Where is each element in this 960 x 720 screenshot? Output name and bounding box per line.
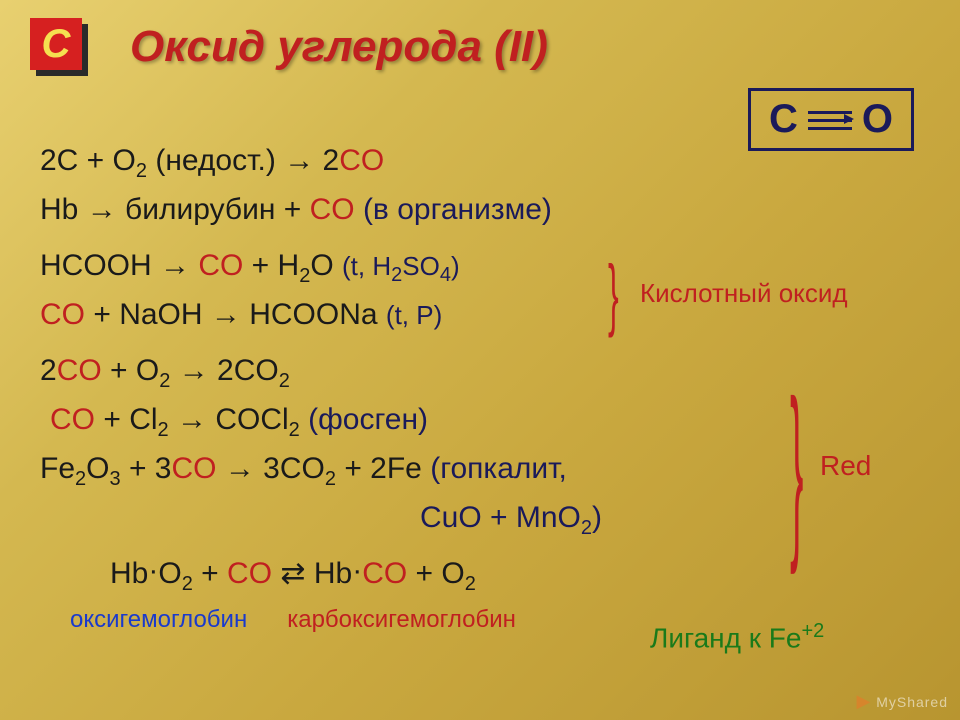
eq4-prod: HCOONa — [241, 298, 386, 331]
oxyhemoglobin-label: оксигемоглобин — [70, 606, 247, 633]
equation-7: Fe2O3 + 3CO → 3CO2 + 2Fe (гопкалит, — [40, 452, 920, 491]
eq1-cond: (недост.) — [147, 144, 284, 177]
eq5-sp — [170, 354, 178, 387]
eq2-bili: билирубин + — [117, 193, 310, 226]
watermark-text: MyShared — [876, 694, 948, 710]
watermark: ▶ MyShared — [856, 691, 948, 712]
eq8-o: O — [158, 557, 181, 590]
eq6-note: (фосген) — [300, 403, 428, 436]
ligand-text: Лиганд к Fe — [650, 622, 801, 653]
eq2-hb: Hb — [40, 193, 87, 226]
eq6-sp — [169, 403, 177, 436]
eq7-co2: 3CO — [255, 452, 325, 485]
eq3-cond1: (t, H — [342, 251, 391, 281]
carboxyhemoglobin-label: карбоксигемоглобин — [287, 606, 516, 633]
equation-7b: CuO + MnO2) — [420, 501, 920, 540]
eq7-o: O — [86, 452, 109, 485]
eq3-cond2: SO — [402, 251, 440, 281]
eq5-prod: 2CO — [209, 354, 279, 387]
ligand-label: Лиганд к Fe+2 — [650, 620, 824, 654]
eq3-lhs: HCOOH — [40, 249, 160, 282]
eq7-p3: + 3 — [121, 452, 172, 485]
eq1-lhs: 2C + O — [40, 144, 136, 177]
eq7-note1: (гопкалит, — [430, 452, 567, 485]
eq8-hb: Hb — [110, 557, 148, 590]
arrow-icon: → — [179, 354, 209, 387]
eq7-fe: Fe — [40, 452, 75, 485]
eq8-plus: + — [193, 557, 227, 590]
equation-2: Hb → билирубин + CO (в организме) — [40, 193, 920, 227]
ligand-charge: +2 — [801, 620, 824, 642]
eq7-cuo: CuO + MnO — [420, 501, 581, 534]
element-badge: С — [30, 18, 88, 76]
brace-icon: } — [608, 254, 619, 334]
eq1-product: CO — [339, 144, 384, 177]
acid-oxide-label: Кислотный оксид — [640, 278, 848, 309]
arrow-icon: → — [177, 403, 207, 436]
badge-front: С — [30, 18, 82, 70]
arrow-icon: → — [284, 144, 314, 177]
equilibrium-icon: ⇄ — [280, 557, 305, 590]
equations-block: 2C + O2 (недост.) → 2CO Hb → билирубин +… — [40, 144, 920, 634]
eq3-co: CO — [198, 249, 243, 282]
equation-1: 2C + O2 (недост.) → 2CO — [40, 144, 920, 183]
arrow-icon: → — [160, 249, 190, 282]
arrow-icon: → — [211, 298, 241, 331]
brace-icon: } — [790, 372, 803, 564]
eq7-co: CO — [171, 452, 216, 485]
eq6-co: CO — [50, 403, 95, 436]
formula-c: C — [769, 97, 798, 142]
eq4-cond: (t, P) — [386, 300, 442, 330]
eq4-naoh: + NaOH — [85, 298, 211, 331]
eq8-co2: CO — [362, 557, 407, 590]
eq4-co: CO — [40, 298, 85, 331]
eq5-co: CO — [57, 354, 102, 387]
eq8-o2: + O — [407, 557, 465, 590]
red-label: Red — [820, 450, 871, 482]
badge-letter: С — [42, 22, 71, 67]
eq7-close: ) — [592, 501, 602, 534]
slide-title: Оксид углерода (II) — [130, 22, 548, 72]
lewis-formula-box: C O — [748, 88, 914, 151]
eq7-sp — [216, 452, 224, 485]
eq2-co: CO — [310, 193, 355, 226]
formula-o: O — [862, 97, 893, 142]
eq5-o: + O — [102, 354, 160, 387]
eq8-co: CO — [227, 557, 272, 590]
triple-bond-icon — [808, 109, 852, 131]
eq6-prod: COCl — [207, 403, 289, 436]
dot-icon: · — [148, 554, 158, 587]
arrow-icon: → — [225, 452, 255, 485]
eq2-note: (в организме) — [355, 193, 552, 226]
eq5-2: 2 — [40, 354, 57, 387]
dot-icon: · — [352, 554, 362, 587]
play-icon: ▶ — [856, 691, 871, 711]
eq3-o: O — [310, 249, 342, 282]
eq1-coef: 2 — [314, 144, 339, 177]
eq7-fe2: + 2Fe — [336, 452, 430, 485]
eq8-hb2: Hb — [306, 557, 353, 590]
eq6-cl: + Cl — [95, 403, 158, 436]
eq3-cond3: ) — [451, 251, 460, 281]
equation-5: 2CO + O2 → 2CO2 — [40, 354, 920, 393]
arrow-icon: → — [87, 193, 117, 226]
eq3-h: + H — [243, 249, 299, 282]
